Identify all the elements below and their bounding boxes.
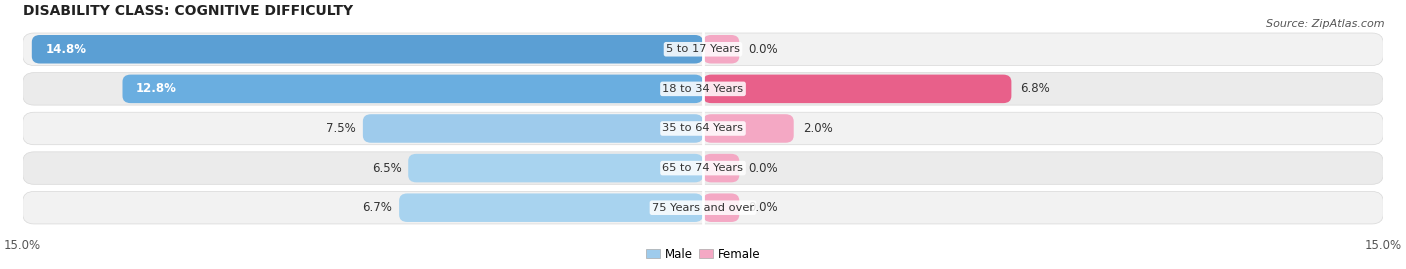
FancyBboxPatch shape xyxy=(22,33,1384,65)
Text: DISABILITY CLASS: COGNITIVE DIFFICULTY: DISABILITY CLASS: COGNITIVE DIFFICULTY xyxy=(22,4,353,18)
FancyBboxPatch shape xyxy=(703,114,794,143)
FancyBboxPatch shape xyxy=(122,75,703,103)
Text: 2.0%: 2.0% xyxy=(803,122,832,135)
Legend: Male, Female: Male, Female xyxy=(641,243,765,265)
FancyBboxPatch shape xyxy=(703,35,740,63)
FancyBboxPatch shape xyxy=(399,193,703,222)
FancyBboxPatch shape xyxy=(22,73,1384,105)
Text: 0.0%: 0.0% xyxy=(748,201,778,214)
Text: 6.5%: 6.5% xyxy=(371,162,402,175)
Text: 75 Years and over: 75 Years and over xyxy=(652,203,754,213)
Text: 0.0%: 0.0% xyxy=(748,162,778,175)
Text: 18 to 34 Years: 18 to 34 Years xyxy=(662,84,744,94)
Text: 12.8%: 12.8% xyxy=(136,82,177,95)
Text: 65 to 74 Years: 65 to 74 Years xyxy=(662,163,744,173)
FancyBboxPatch shape xyxy=(408,154,703,182)
FancyBboxPatch shape xyxy=(363,114,703,143)
Text: 14.8%: 14.8% xyxy=(45,43,86,56)
Text: 5 to 17 Years: 5 to 17 Years xyxy=(666,44,740,54)
Text: 35 to 64 Years: 35 to 64 Years xyxy=(662,123,744,133)
FancyBboxPatch shape xyxy=(703,75,1011,103)
FancyBboxPatch shape xyxy=(32,35,703,63)
FancyBboxPatch shape xyxy=(22,112,1384,145)
Text: Source: ZipAtlas.com: Source: ZipAtlas.com xyxy=(1267,19,1385,29)
Text: 6.7%: 6.7% xyxy=(363,201,392,214)
Text: 7.5%: 7.5% xyxy=(326,122,356,135)
Text: 0.0%: 0.0% xyxy=(748,43,778,56)
FancyBboxPatch shape xyxy=(703,154,740,182)
FancyBboxPatch shape xyxy=(703,193,740,222)
FancyBboxPatch shape xyxy=(22,192,1384,224)
FancyBboxPatch shape xyxy=(22,152,1384,184)
Text: 6.8%: 6.8% xyxy=(1021,82,1050,95)
